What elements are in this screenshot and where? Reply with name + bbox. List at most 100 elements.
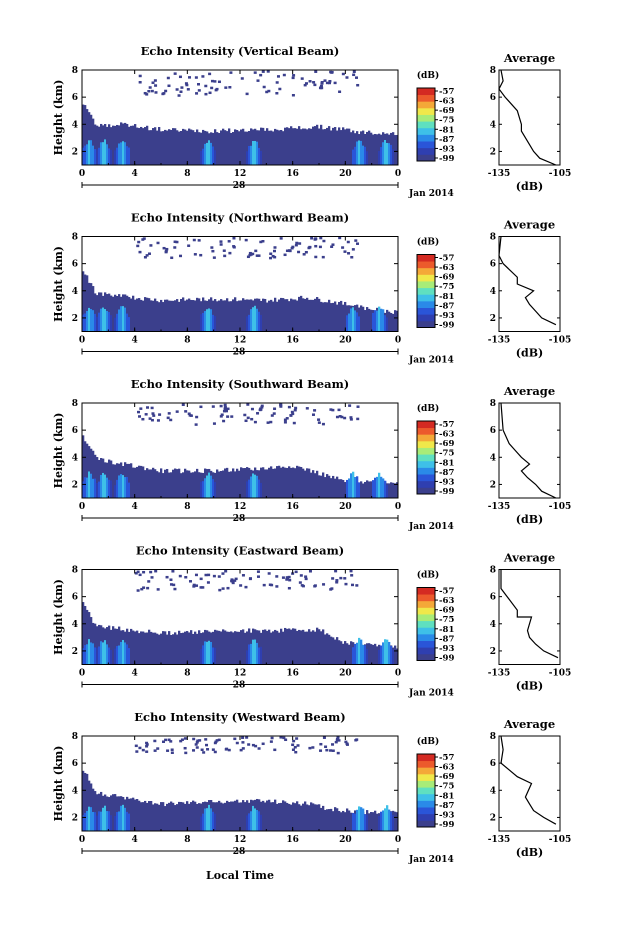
echo-column <box>154 127 157 165</box>
echo-column <box>112 626 115 665</box>
echo-column <box>152 128 155 165</box>
echo-column <box>130 798 133 831</box>
echo-column <box>188 128 191 165</box>
echo-column <box>230 631 233 665</box>
echo-column <box>190 299 193 332</box>
cloud-pixel <box>279 405 283 408</box>
panel-northward: Echo Intensity (Northward Beam)2468Heigh… <box>52 211 571 366</box>
echo-column <box>274 799 277 831</box>
echo-column <box>306 297 309 332</box>
echo-streak <box>128 482 131 498</box>
cloud-pixel <box>141 238 145 241</box>
echo-column <box>362 483 365 498</box>
cloud-pixel <box>232 246 236 249</box>
echo-column <box>238 802 241 831</box>
colorbar-tick-label: -63 <box>439 430 454 440</box>
cloud-pixel <box>208 91 212 95</box>
cloud-pixel <box>241 736 245 739</box>
echo-column <box>84 274 87 332</box>
echo-streak <box>90 807 93 831</box>
panel-westward: Echo Intensity (Westward Beam)2468Height… <box>52 710 571 865</box>
echo-column <box>322 629 325 665</box>
cloud-pixel <box>282 73 286 77</box>
cloud-pixel <box>165 247 169 251</box>
echo-column <box>288 128 291 165</box>
echo-streak <box>378 150 381 165</box>
cloud-pixel <box>208 72 212 76</box>
echo-streak <box>212 146 215 165</box>
cloud-pixel <box>150 89 154 93</box>
echo-column <box>138 128 141 165</box>
echo-column <box>110 127 113 165</box>
echo-column <box>308 299 311 332</box>
echo-column <box>160 633 163 665</box>
colorbar-tick-label: -87 <box>439 468 454 478</box>
echo-column <box>372 134 375 165</box>
echo-column <box>226 467 229 498</box>
echo-column <box>152 804 155 831</box>
echo-column <box>194 631 197 665</box>
echo-streak <box>384 808 387 831</box>
echo-column <box>162 131 165 165</box>
echo-column <box>330 303 333 332</box>
echo-column <box>296 300 299 332</box>
echo-column <box>288 301 291 332</box>
cloud-pixel <box>246 416 250 420</box>
cloud-pixel <box>267 572 271 575</box>
echo-column <box>224 468 227 498</box>
echo-column <box>308 629 311 665</box>
echo-column <box>156 471 159 498</box>
cloud-pixel <box>173 240 177 244</box>
colorbar-frame <box>416 753 436 828</box>
cloud-pixel <box>138 746 142 750</box>
cloud-pixel <box>275 585 279 588</box>
echo-column <box>302 629 305 665</box>
echo-column <box>310 128 313 165</box>
echo-column <box>184 468 187 498</box>
echo-column <box>152 467 155 498</box>
echo-column <box>194 132 197 165</box>
cloud-pixel <box>279 736 283 739</box>
echo-column <box>306 129 309 165</box>
cloud-pixel <box>169 578 173 581</box>
echo-column <box>186 470 189 498</box>
cloud-pixel <box>170 751 174 754</box>
cloud-pixel <box>350 574 354 577</box>
cloud-pixel <box>136 570 140 574</box>
x-tick-label: 8 <box>184 835 190 845</box>
cloud-pixel <box>291 76 295 80</box>
cloud-pixel <box>338 90 342 94</box>
echo-column <box>146 468 149 498</box>
echo-streak <box>84 313 87 332</box>
x-tick-label: 0 <box>79 169 85 179</box>
echo-column <box>164 299 167 332</box>
cloud-pixel <box>291 93 295 97</box>
echo-streak <box>126 476 129 498</box>
echo-streak <box>124 807 127 831</box>
echo-column <box>226 631 229 665</box>
echo-streak <box>250 476 253 498</box>
cloud-pixel <box>276 75 280 78</box>
echo-streak <box>110 480 113 498</box>
echo-streak <box>260 646 263 665</box>
average-profile-line <box>500 569 559 659</box>
echo-column <box>198 472 201 498</box>
cloud-pixel <box>184 82 188 85</box>
echo-column <box>114 794 117 831</box>
echo-column <box>234 129 237 165</box>
cloud-pixel <box>290 246 294 250</box>
cloud-pixel <box>292 74 296 77</box>
cloud-pixel <box>150 406 154 410</box>
cloud-pixel <box>304 82 308 85</box>
cloud-pixel <box>245 736 249 739</box>
cloud-pixel <box>138 250 142 254</box>
colorbar-swatch <box>417 287 435 295</box>
cloud-pixel <box>179 739 183 743</box>
echo-column <box>244 632 247 665</box>
y-tick-label: 8 <box>72 66 78 76</box>
cloud-pixel <box>260 406 264 409</box>
cloud-pixel <box>330 245 334 248</box>
echo-column <box>394 135 397 165</box>
colorbar-tick-label: -99 <box>439 487 454 497</box>
average-x-tick-label: -105 <box>549 169 572 179</box>
